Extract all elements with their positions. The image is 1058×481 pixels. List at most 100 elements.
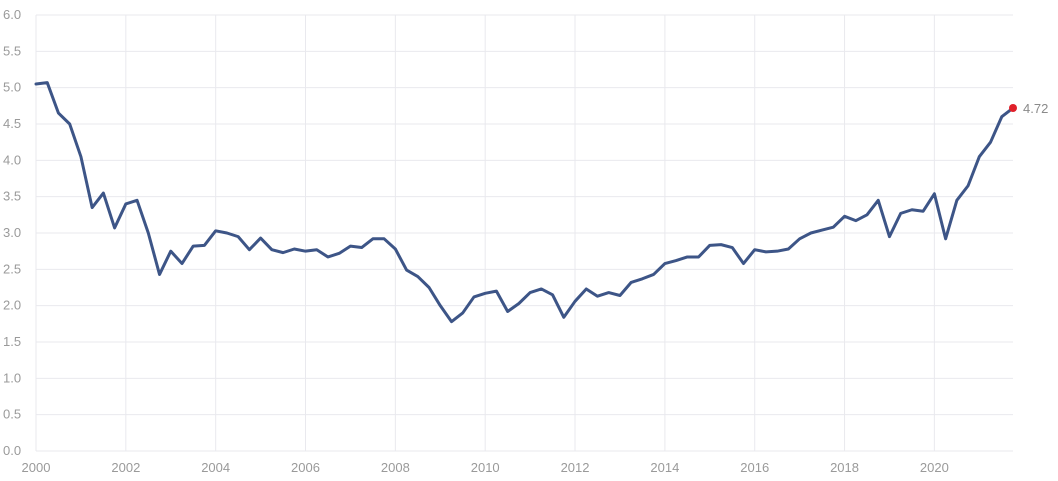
y-tick-label: 0.0: [3, 443, 21, 458]
data-point: [574, 300, 577, 303]
data-point: [405, 269, 408, 272]
series-line: [34, 81, 1015, 324]
x-tick-label: 2004: [201, 460, 230, 475]
data-point: [866, 213, 869, 216]
data-point: [282, 251, 285, 254]
data-point: [922, 210, 925, 213]
x-tick-label: 2016: [740, 460, 769, 475]
data-point: [944, 237, 947, 240]
series-points: [35, 81, 1015, 323]
y-tick-label: 3.5: [3, 189, 21, 204]
data-point: [675, 259, 678, 262]
data-point: [203, 244, 206, 247]
data-point: [742, 262, 745, 265]
last-value-marker: [1009, 104, 1017, 113]
y-tick-label: 2.0: [3, 298, 21, 313]
data-point: [989, 141, 992, 144]
data-point: [225, 232, 228, 235]
x-axis-tick-labels: 2000 2002 2004 2006 2008 2010 2012 2014 2016 2018…: [22, 460, 949, 475]
data-point: [293, 247, 296, 250]
data-point: [641, 277, 644, 280]
data-point: [495, 290, 498, 293]
data-point: [933, 192, 936, 195]
data-point: [68, 123, 71, 126]
data-point: [798, 237, 801, 240]
data-point: [517, 302, 520, 305]
y-tick-label: 3.0: [3, 225, 21, 240]
data-point: [708, 244, 711, 247]
data-point: [450, 320, 453, 323]
y-tick-label: 1.0: [3, 370, 21, 385]
data-point: [349, 245, 352, 248]
data-point: [618, 294, 621, 297]
y-tick-label: 5.0: [3, 80, 21, 95]
data-point: [237, 235, 240, 238]
data-point: [113, 226, 116, 229]
data-point: [259, 237, 262, 240]
data-point: [899, 212, 902, 215]
data-point: [978, 155, 981, 158]
data-point: [192, 245, 195, 248]
data-point: [506, 310, 509, 313]
data-point: [585, 287, 588, 290]
y-tick-label: 5.5: [3, 43, 21, 58]
data-point: [214, 229, 217, 232]
data-point: [91, 206, 94, 209]
data-point: [35, 83, 38, 86]
data-point: [248, 248, 251, 251]
last-value-label: 4.72: [1023, 101, 1048, 116]
data-point: [967, 184, 970, 187]
data-point: [371, 237, 374, 240]
data-point: [686, 255, 689, 258]
data-point: [158, 273, 161, 276]
data-point: [955, 199, 958, 202]
y-tick-label: 2.5: [3, 261, 21, 276]
data-point: [529, 291, 532, 294]
data-point: [776, 250, 779, 253]
x-tick-label: 2010: [471, 460, 500, 475]
data-point: [180, 262, 183, 265]
y-tick-label: 4.0: [3, 152, 21, 167]
data-point: [720, 243, 723, 246]
x-tick-label: 2020: [920, 460, 949, 475]
data-point: [731, 246, 734, 249]
data-point: [753, 248, 756, 251]
data-point: [304, 250, 307, 253]
data-point: [439, 304, 442, 307]
x-tick-label: 2006: [291, 460, 320, 475]
data-point: [843, 215, 846, 218]
data-point: [428, 286, 431, 289]
x-tick-label: 2008: [381, 460, 410, 475]
data-point: [315, 248, 318, 251]
data-point: [57, 112, 60, 115]
data-point: [551, 293, 554, 296]
data-point: [607, 291, 610, 294]
data-point: [147, 232, 150, 235]
data-point: [877, 199, 880, 202]
data-point: [764, 250, 767, 253]
x-tick-label: 2012: [561, 460, 590, 475]
data-point: [562, 316, 565, 319]
data-point: [910, 208, 913, 211]
y-tick-label: 6.0: [3, 7, 21, 22]
y-tick-label: 0.5: [3, 407, 21, 422]
data-point: [416, 275, 419, 278]
data-point: [1000, 115, 1003, 118]
horizontal-gridlines: [36, 14, 1013, 452]
data-point: [596, 295, 599, 298]
data-point: [787, 247, 790, 250]
x-tick-label: 2000: [22, 460, 51, 475]
data-point: [102, 192, 105, 195]
data-point: [360, 246, 363, 249]
x-tick-label: 2014: [650, 460, 679, 475]
data-point: [854, 219, 857, 222]
data-point: [169, 250, 172, 253]
data-point: [484, 292, 487, 295]
data-point: [46, 81, 49, 84]
data-point: [338, 252, 341, 255]
data-point: [472, 295, 475, 298]
data-point: [79, 155, 82, 158]
data-point: [461, 311, 464, 314]
data-point: [832, 226, 835, 229]
